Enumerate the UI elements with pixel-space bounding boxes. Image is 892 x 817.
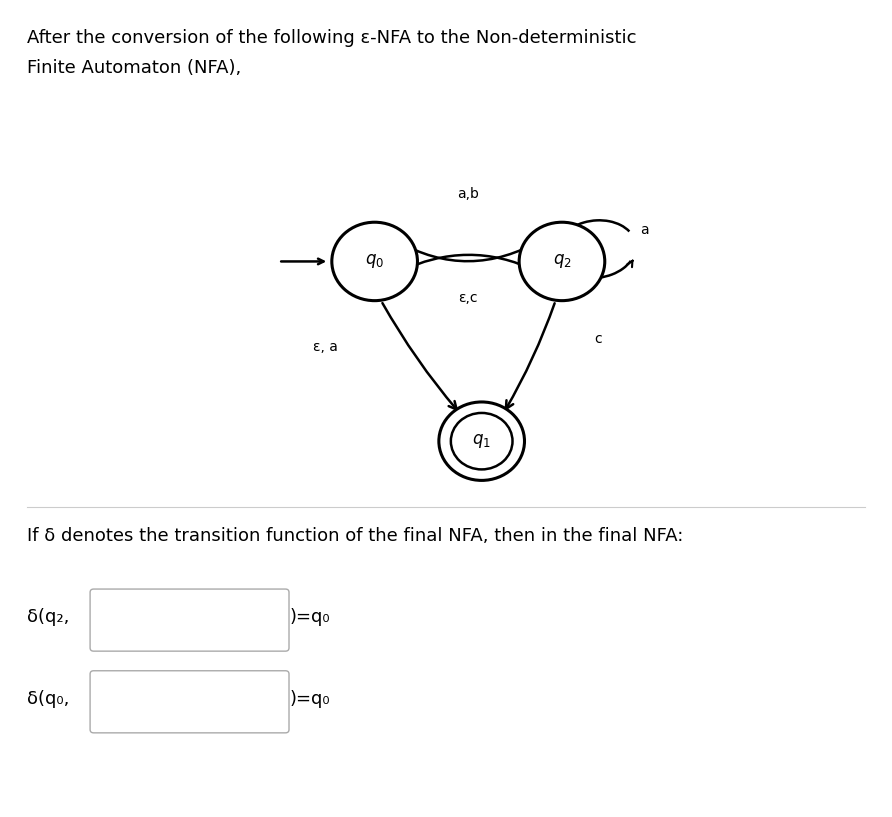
FancyBboxPatch shape <box>90 671 289 733</box>
Circle shape <box>332 222 417 301</box>
Text: $q_1$: $q_1$ <box>472 432 491 450</box>
FancyBboxPatch shape <box>90 589 289 651</box>
Text: Finite Automaton (NFA),: Finite Automaton (NFA), <box>27 59 241 77</box>
Circle shape <box>439 402 524 480</box>
Text: $q_2$: $q_2$ <box>552 252 572 270</box>
Text: a,b: a,b <box>458 187 479 202</box>
FancyArrowPatch shape <box>506 303 555 409</box>
Text: δ(q₀,: δ(q₀, <box>27 690 70 708</box>
Text: ε, a: ε, a <box>313 340 338 355</box>
Text: δ(q₂,: δ(q₂, <box>27 608 70 626</box>
Circle shape <box>519 222 605 301</box>
Text: c: c <box>594 332 601 346</box>
Text: )=q₀: )=q₀ <box>290 690 331 708</box>
Text: ε,c: ε,c <box>458 291 478 306</box>
FancyArrowPatch shape <box>397 239 542 261</box>
Text: )=q₀: )=q₀ <box>290 608 331 626</box>
Text: a: a <box>640 223 648 238</box>
FancyArrowPatch shape <box>383 303 457 409</box>
FancyArrowPatch shape <box>399 255 535 272</box>
Text: After the conversion of the following ε-NFA to the Non-deterministic: After the conversion of the following ε-… <box>27 29 636 47</box>
Text: $q_0$: $q_0$ <box>365 252 384 270</box>
Text: If δ denotes the transition function of the final NFA, then in the final NFA:: If δ denotes the transition function of … <box>27 527 683 545</box>
